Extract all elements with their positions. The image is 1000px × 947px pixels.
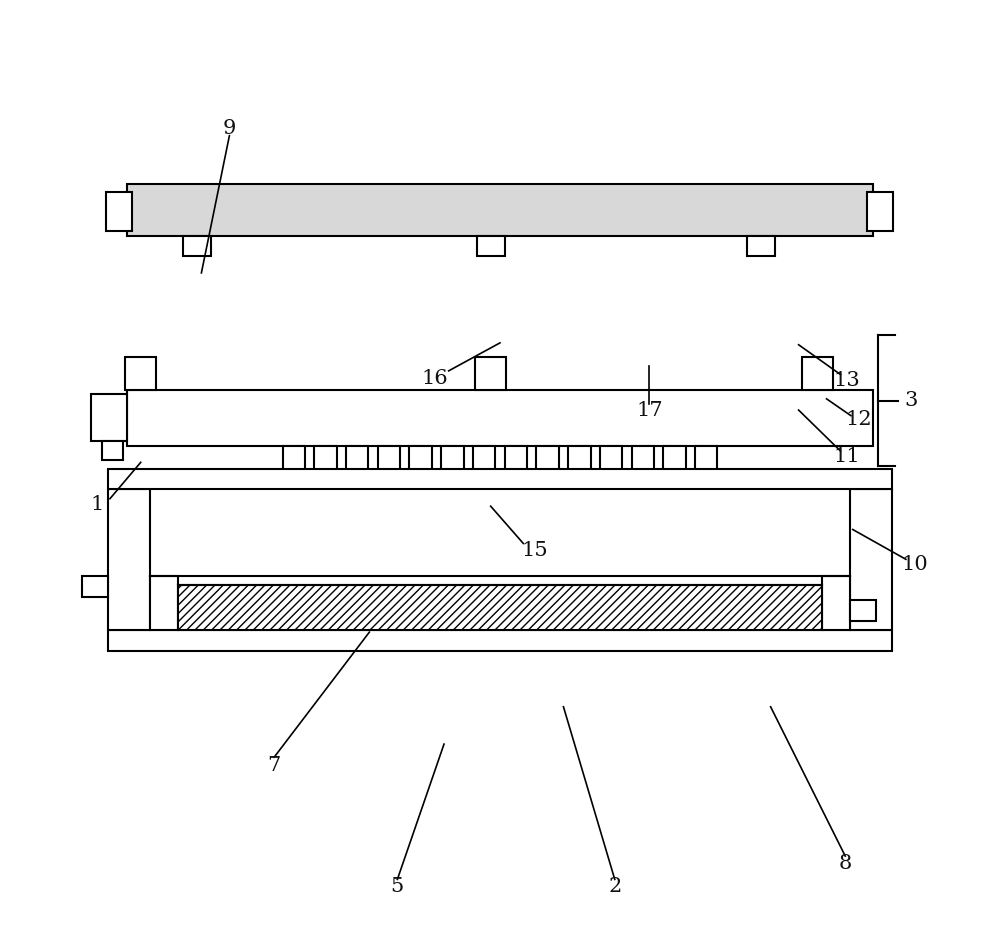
Text: 8: 8	[839, 854, 852, 873]
Text: 17: 17	[636, 402, 663, 420]
Text: 9: 9	[223, 118, 236, 137]
Text: 12: 12	[845, 410, 872, 429]
Bar	[802, 357, 833, 389]
Bar	[283, 445, 305, 472]
Bar	[663, 445, 686, 472]
Bar	[102, 441, 123, 459]
Bar	[108, 469, 892, 490]
Text: 7: 7	[268, 756, 281, 775]
Bar	[127, 389, 873, 445]
Bar	[108, 631, 892, 651]
Text: 13: 13	[834, 370, 860, 389]
Bar	[867, 191, 893, 231]
Bar	[106, 191, 132, 231]
Bar	[314, 445, 337, 472]
Bar	[632, 445, 654, 472]
Bar	[600, 445, 622, 472]
Bar	[822, 576, 850, 631]
Bar	[568, 445, 591, 472]
Bar	[125, 357, 156, 389]
Bar	[108, 490, 150, 631]
Bar	[127, 185, 873, 236]
Bar	[536, 445, 559, 472]
Bar	[441, 445, 464, 472]
Bar	[747, 236, 775, 256]
Text: 11: 11	[834, 447, 860, 466]
Bar	[473, 445, 495, 472]
Bar	[183, 236, 211, 256]
Bar	[150, 576, 178, 631]
Bar	[475, 357, 506, 389]
Bar	[695, 445, 717, 472]
Text: 15: 15	[521, 541, 548, 560]
Text: 5: 5	[391, 877, 404, 897]
Bar	[82, 576, 108, 597]
Bar	[91, 394, 127, 441]
Bar	[850, 600, 876, 621]
Bar	[346, 445, 368, 472]
Bar	[850, 490, 892, 631]
Bar	[378, 445, 400, 472]
Text: 16: 16	[421, 368, 448, 388]
Text: 3: 3	[904, 391, 917, 410]
Text: 2: 2	[608, 877, 621, 897]
Bar	[477, 236, 505, 256]
Text: 1: 1	[90, 494, 104, 514]
Bar	[178, 585, 822, 631]
Bar	[505, 445, 527, 472]
Bar	[409, 445, 432, 472]
Text: 10: 10	[902, 556, 929, 575]
